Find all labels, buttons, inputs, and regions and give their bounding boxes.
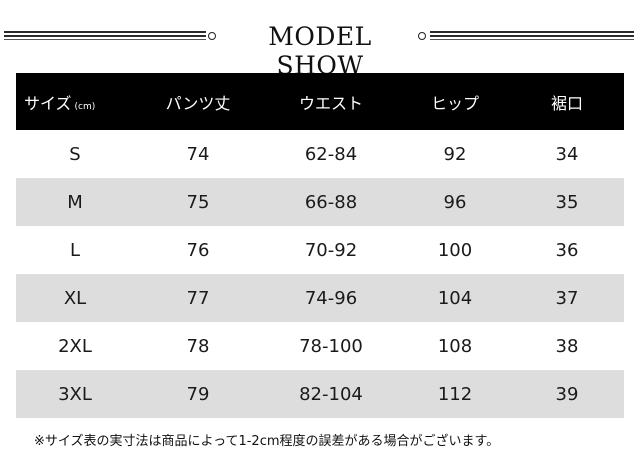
table-row: 2XL 78 78-100 108 38 <box>16 322 624 370</box>
header-hem: 裾口 <box>550 93 583 113</box>
cell-hem: 35 <box>555 191 579 213</box>
table-row: XL 77 74-96 104 37 <box>16 274 624 322</box>
header-size-unit: (cm) <box>74 101 96 112</box>
table-row: S 74 62-84 92 34 <box>16 130 624 178</box>
cell-hip: 112 <box>437 383 473 405</box>
cell-hip: 96 <box>443 191 467 213</box>
cell-waist: 70-92 <box>304 239 358 261</box>
cell-size: XL <box>63 287 87 309</box>
cell-hem: 37 <box>555 287 579 309</box>
cell-pants-length: 79 <box>186 383 210 405</box>
cell-waist: 62-84 <box>304 143 358 165</box>
cell-pants-length: 76 <box>186 239 210 261</box>
cell-hip: 92 <box>443 143 467 165</box>
cell-hip: 100 <box>437 239 473 261</box>
page-title: MODEL SHOW <box>268 22 372 80</box>
header-pants-length: パンツ丈 <box>165 93 231 113</box>
table-row: M 75 66-88 96 35 <box>16 178 624 226</box>
cell-size: L <box>69 239 81 261</box>
cell-pants-length: 78 <box>186 335 210 357</box>
header-waist: ウエスト <box>298 93 363 113</box>
decorative-rule-right <box>430 31 634 43</box>
cell-waist: 74-96 <box>304 287 358 309</box>
decorative-dot-right <box>418 32 426 40</box>
header-size: サイズ (cm) <box>24 93 96 113</box>
cell-hem: 36 <box>555 239 579 261</box>
cell-size: M <box>67 191 83 213</box>
table-header: サイズ (cm) パンツ丈 ウエスト ヒップ 裾口 <box>16 73 624 130</box>
cell-hem: 34 <box>555 143 579 165</box>
cell-size: 2XL <box>58 335 92 357</box>
cell-pants-length: 77 <box>186 287 210 309</box>
cell-pants-length: 75 <box>186 191 210 213</box>
decorative-rule-left <box>4 31 206 43</box>
cell-pants-length: 74 <box>186 143 210 165</box>
cell-waist: 82-104 <box>299 383 363 405</box>
title-banner: MODEL SHOW <box>0 18 640 80</box>
cell-hip: 108 <box>437 335 473 357</box>
cell-size: 3XL <box>58 383 92 405</box>
decorative-dot-left <box>208 32 216 40</box>
cell-waist: 78-100 <box>299 335 363 357</box>
size-table: サイズ (cm) パンツ丈 ウエスト ヒップ 裾口 S 74 62-84 92 3… <box>16 73 624 418</box>
cell-hip: 104 <box>437 287 473 309</box>
header-hip: ヒップ <box>430 93 479 113</box>
cell-hem: 38 <box>555 335 579 357</box>
cell-hem: 39 <box>555 383 579 405</box>
table-row: 3XL 79 82-104 112 39 <box>16 370 624 418</box>
size-note: ※サイズ表の実寸法は商品によって1-2cm程度の誤差がある場合がございます。 <box>34 434 500 449</box>
cell-waist: 66-88 <box>304 191 358 213</box>
cell-size: S <box>69 143 81 165</box>
table-row: L 76 70-92 100 36 <box>16 226 624 274</box>
